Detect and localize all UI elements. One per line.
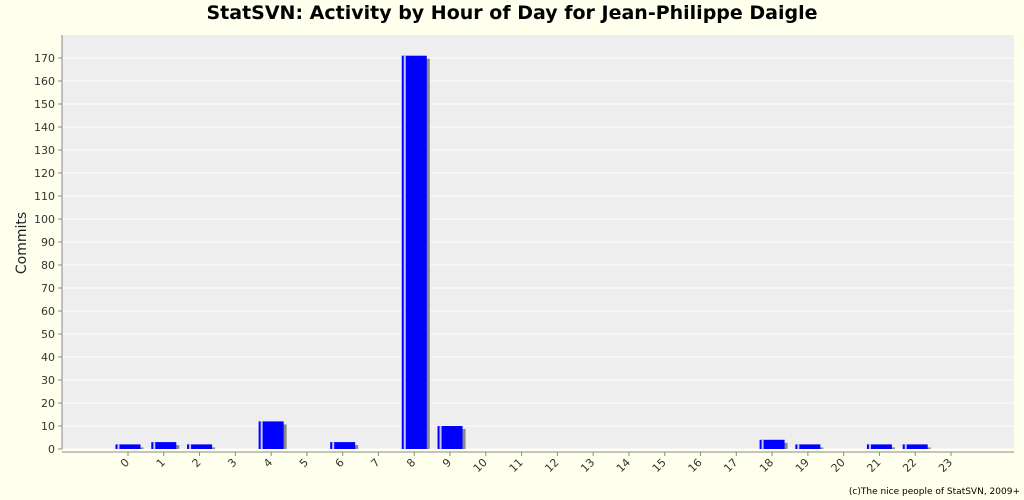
bar-hour-1 (151, 442, 177, 449)
x-tick-label: 22 (900, 456, 919, 475)
x-tick-label: 9 (440, 456, 454, 470)
bar-hour-9 (437, 426, 463, 449)
credit-text: (c)The nice people of StatSVN, 2009+ (848, 487, 1020, 497)
y-tick-label: 70 (41, 282, 55, 295)
y-tick-label: 30 (41, 374, 55, 387)
bar-hour-4 (258, 421, 284, 449)
y-tick-label: 20 (41, 397, 55, 410)
x-tick-label: 3 (225, 456, 239, 470)
y-tick-label: 0 (48, 443, 55, 456)
bar-hour-22 (902, 444, 928, 449)
y-tick-label: 60 (41, 305, 55, 318)
bar-hour-19 (795, 444, 821, 449)
y-tick-label: 150 (34, 98, 55, 111)
bar-hour-21 (866, 444, 892, 449)
x-tick-label: 11 (507, 456, 526, 475)
bar-hour-8 (401, 55, 427, 449)
bar-highlight (904, 444, 907, 449)
y-tick-label: 40 (41, 351, 55, 364)
y-tick-label: 170 (34, 52, 55, 65)
x-tick-label: 13 (578, 456, 597, 475)
y-axis-label: Commits (14, 212, 30, 274)
x-tick-label: 19 (793, 456, 812, 475)
bars (115, 55, 931, 449)
y-tick-label: 110 (34, 190, 55, 203)
x-tick-labels: 0 1 2 3 4 5 6 7 8 9 10 11 12 13 14 15 16 17 18 19 20 21 22 23 (118, 456, 955, 475)
x-tick-label: 2 (190, 456, 204, 470)
bar-highlight (797, 444, 800, 449)
x-tick-label: 16 (686, 456, 705, 475)
bar-highlight (761, 439, 764, 449)
chart-title: StatSVN: Activity by Hour of Day for Jea… (206, 2, 818, 24)
bar-highlight (332, 442, 335, 449)
x-tick-label: 6 (333, 456, 347, 470)
x-tick-label: 18 (757, 456, 776, 475)
y-tick-label: 120 (34, 167, 55, 180)
x-tick-label: 8 (404, 456, 418, 470)
x-tick-label: 12 (542, 456, 561, 475)
grid-lines (62, 35, 1014, 450)
bar-hour-6 (330, 442, 356, 449)
y-tick-label: 140 (34, 121, 55, 134)
x-tick-label: 23 (936, 456, 955, 475)
y-tick-label: 10 (41, 420, 55, 433)
y-tick-labels: 0 10 20 30 40 50 60 70 80 90 100 110 120 130 140 150 160… (34, 52, 55, 456)
bar-highlight (868, 444, 871, 449)
x-tick-label: 7 (368, 456, 382, 470)
bar-highlight (403, 55, 406, 449)
x-tick-label: 1 (154, 456, 168, 470)
x-tick-label: 14 (614, 456, 633, 475)
y-tick-label: 160 (34, 75, 55, 88)
x-tick-label: 20 (829, 456, 848, 475)
bar-highlight (153, 442, 156, 449)
bar-highlight (189, 444, 192, 449)
x-tick-label: 0 (118, 456, 132, 470)
x-tick-label: 5 (297, 456, 311, 470)
bar-highlight (260, 421, 263, 449)
y-tick-label: 100 (34, 213, 55, 226)
bar-highlight (117, 444, 120, 449)
y-tick-label: 50 (41, 328, 55, 341)
x-tick-label: 10 (471, 456, 490, 475)
x-tick-label: 17 (721, 456, 740, 475)
x-tick-label: 15 (650, 456, 669, 475)
bar-hour-0 (115, 444, 141, 449)
axes (58, 35, 1014, 456)
y-tick-label: 90 (41, 236, 55, 249)
bar-hour-2 (187, 444, 213, 449)
y-tick-label: 130 (34, 144, 55, 157)
x-tick-label: 4 (261, 456, 275, 470)
bar-highlight (439, 426, 442, 449)
bar-hour-18 (759, 439, 785, 449)
x-tick-label: 21 (864, 456, 883, 475)
y-tick-label: 80 (41, 259, 55, 272)
